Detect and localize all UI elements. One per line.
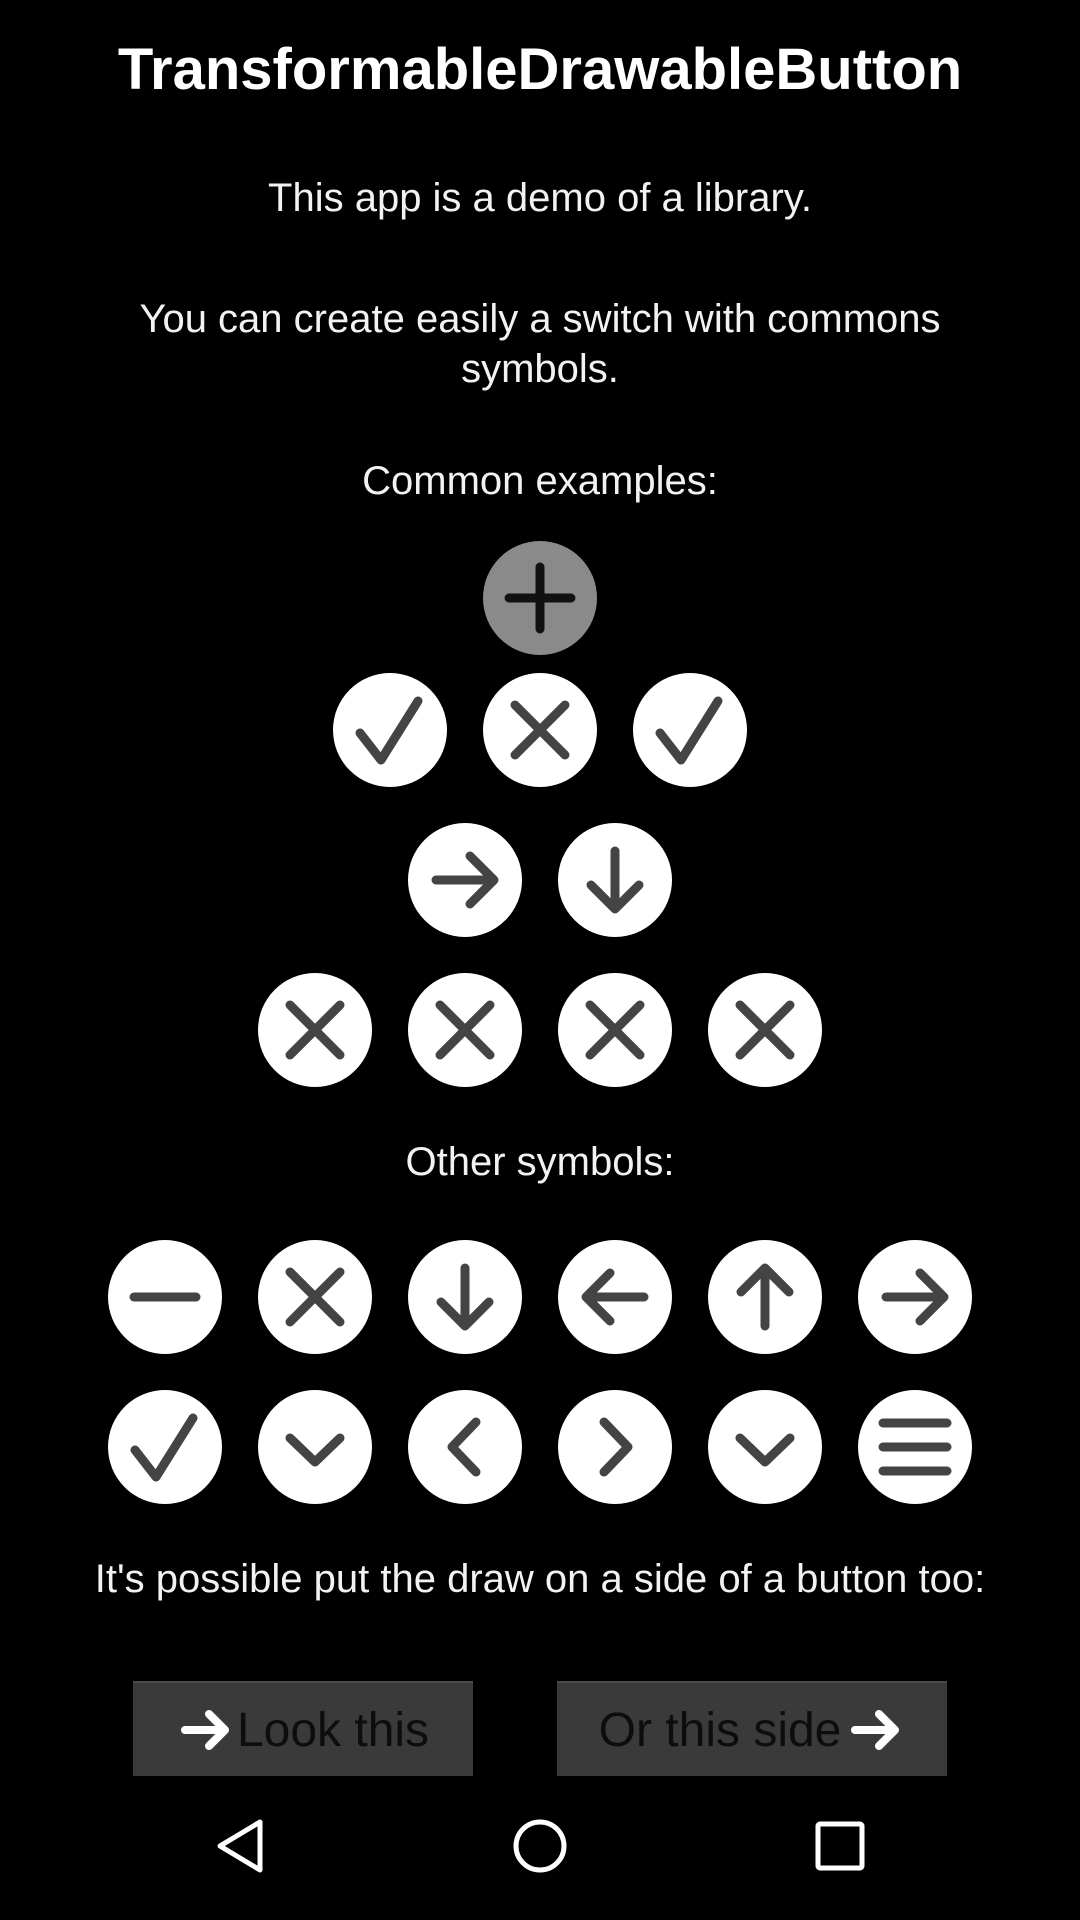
look-this-label: Look this (236, 1703, 430, 1757)
chevron-down-icon (285, 1433, 345, 1467)
arrow-up-toggle-button[interactable] (708, 1240, 822, 1354)
close-icon (510, 700, 570, 760)
chevron-right-icon (599, 1417, 633, 1477)
check-icon (655, 696, 723, 765)
close-icon (585, 1000, 645, 1060)
check-icon (355, 696, 423, 765)
arrow-up-icon (736, 1263, 794, 1331)
chevron-down-icon (735, 1433, 795, 1467)
recents-icon (815, 1821, 865, 1871)
chevron-left-toggle-button[interactable] (408, 1390, 522, 1504)
close-toggle-button[interactable] (258, 1240, 372, 1354)
chevron-down-toggle-button[interactable] (258, 1390, 372, 1504)
arrow-left-icon (581, 1268, 649, 1326)
close-icon (285, 1000, 345, 1060)
back-button[interactable] (190, 1796, 290, 1896)
plus-toggle-button[interactable] (483, 541, 597, 655)
chevron-right-toggle-button[interactable] (558, 1390, 672, 1504)
check-toggle-button[interactable] (633, 673, 747, 787)
close-icon (735, 1000, 795, 1060)
close-toggle-button[interactable] (258, 973, 372, 1087)
check-toggle-button[interactable] (333, 673, 447, 787)
page-title: TransformableDrawableButton (117, 37, 963, 102)
or-this-side-label: Or this side (598, 1703, 842, 1757)
menu-toggle-button[interactable] (858, 1390, 972, 1504)
close-toggle-button[interactable] (708, 973, 822, 1087)
arrow-right-icon (881, 1268, 949, 1326)
arrow-left-toggle-button[interactable] (558, 1240, 672, 1354)
description-text: You can create easily a switch with comm… (139, 297, 941, 391)
common-examples-heading: Common examples: (362, 459, 718, 503)
plus-icon (504, 562, 576, 634)
look-this-button[interactable]: Look this (133, 1681, 473, 1777)
home-icon (513, 1819, 567, 1873)
minus-icon (129, 1292, 201, 1302)
minus-toggle-button[interactable] (108, 1240, 222, 1354)
back-icon (217, 1819, 263, 1873)
chevron-left-icon (447, 1417, 481, 1477)
intro-text: This app is a demo of a library. (268, 176, 812, 220)
menu-icon (878, 1418, 952, 1476)
arrow-down-toggle-button[interactable] (408, 1240, 522, 1354)
arrow-down-toggle-button[interactable] (558, 823, 672, 937)
other-symbols-heading: Other symbols: (405, 1140, 675, 1184)
check-icon (130, 1413, 198, 1482)
close-icon (435, 1000, 495, 1060)
or-this-side-button[interactable]: Or this side (557, 1681, 947, 1777)
recents-button[interactable] (790, 1796, 890, 1896)
home-button[interactable] (490, 1796, 590, 1896)
arrow-down-icon (436, 1263, 494, 1331)
navigation-bar (0, 1776, 1080, 1920)
close-icon (285, 1267, 345, 1327)
check-toggle-button[interactable] (108, 1390, 222, 1504)
side-heading: It's possible put the draw on a side of … (94, 1557, 986, 1601)
arrow-right-icon (431, 851, 499, 909)
arrow-right-toggle-button[interactable] (858, 1240, 972, 1354)
chevron-down-toggle-button[interactable] (708, 1390, 822, 1504)
arrow-down-icon (586, 846, 644, 914)
close-toggle-button[interactable] (408, 973, 522, 1087)
close-toggle-button[interactable] (558, 973, 672, 1087)
close-toggle-button[interactable] (483, 673, 597, 787)
arrow-right-icon (851, 1710, 900, 1750)
arrow-right-icon (180, 1710, 229, 1750)
arrow-right-toggle-button[interactable] (408, 823, 522, 937)
